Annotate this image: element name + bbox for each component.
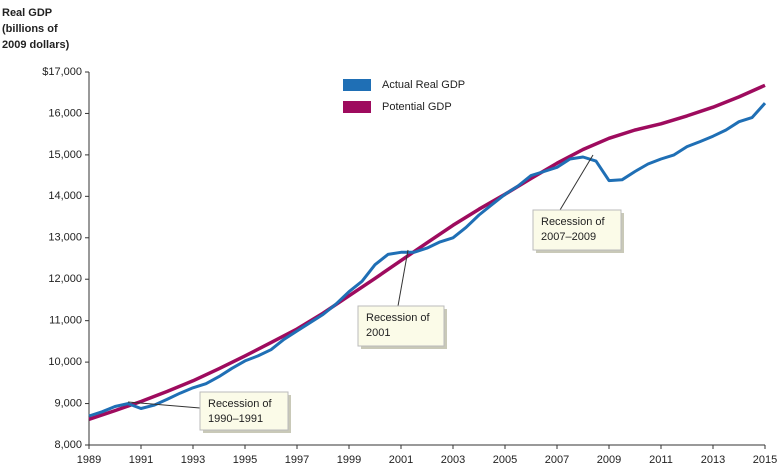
x-tick-label: 1995: [233, 454, 257, 466]
leader-line: [397, 249, 409, 307]
x-tick-label: 2011: [649, 454, 673, 466]
leader-line: [127, 401, 201, 409]
leader-line: [559, 154, 594, 211]
x-tick-label: 2013: [701, 454, 725, 466]
x-tick-label: 2007: [545, 454, 569, 466]
line: [88, 83, 766, 421]
x-tick-label: 1993: [181, 454, 205, 466]
y-axis-title: 2009 dollars): [2, 39, 70, 51]
x-tick-label: 2003: [441, 454, 465, 466]
y-tick-label: 9,000: [54, 397, 82, 409]
y-axis-title: (billions of: [2, 23, 58, 35]
y-tick-label: 16,000: [48, 107, 82, 119]
annotation-text: Recession of: [208, 398, 273, 410]
annotation-box: [357, 305, 445, 347]
y-tick-label: 10,000: [48, 356, 82, 368]
y-tick-label: 12,000: [48, 273, 82, 285]
annotation-box: [199, 391, 289, 431]
annotation-text: 2007–2009: [541, 231, 596, 243]
annotation-box: [532, 209, 622, 251]
y-tick-label: 11,000: [49, 315, 82, 327]
legend-label: Potential GDP: [382, 101, 452, 113]
line: [88, 102, 767, 418]
legend-label: Actual Real GDP: [382, 79, 465, 91]
x-tick-label: 1999: [337, 454, 361, 466]
annotation-text: Recession of: [541, 216, 606, 228]
legend-swatch: [343, 79, 371, 91]
x-tick-label: 2005: [493, 454, 517, 466]
annotation-text: 2001: [366, 327, 390, 339]
x-tick-label: 2009: [597, 454, 621, 466]
y-tick-label: 15,000: [48, 149, 82, 161]
x-tick-label: 2015: [753, 454, 777, 466]
annotation-text: 1990–1991: [208, 413, 263, 425]
x-tick-label: 2001: [389, 454, 413, 466]
y-tick-label: 14,000: [48, 190, 82, 202]
x-tick-label: 1997: [285, 454, 309, 466]
annotation-text: Recession of: [366, 312, 431, 324]
x-tick-label: 1991: [129, 454, 153, 466]
y-tick-label: 13,000: [48, 232, 82, 244]
legend-swatch: [343, 101, 371, 113]
y-tick-label: 8,000: [54, 439, 82, 451]
x-tick-label: 1989: [77, 454, 101, 466]
y-axis-title: Real GDP: [2, 7, 52, 19]
y-tick-label: $17,000: [42, 66, 82, 78]
